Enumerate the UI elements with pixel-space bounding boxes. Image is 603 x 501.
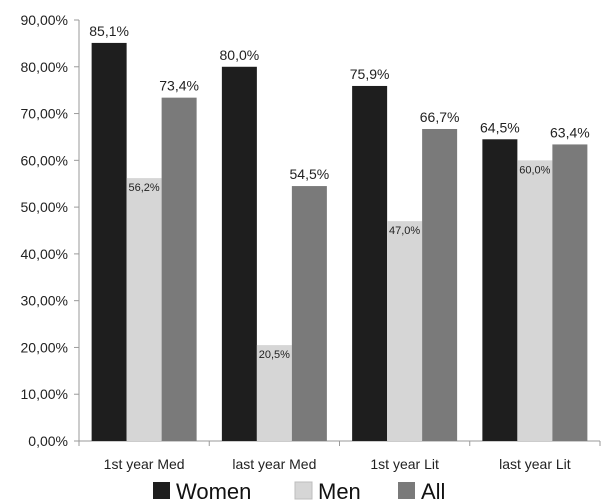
x-category-label: 1st year Lit (370, 456, 439, 472)
x-category-label: last year Med (232, 456, 316, 472)
legend-swatch (153, 482, 170, 499)
x-axis: 1st year Med last year Med 1st year Lit las… (78, 440, 601, 472)
legend-label: Men (318, 479, 361, 501)
bar-all (291, 186, 327, 441)
data-label-all: 54,5% (290, 166, 330, 182)
data-label-men: 47,0% (389, 225, 420, 237)
legend-item-women: Women (153, 479, 251, 501)
x-category-label: last year Lit (499, 456, 571, 472)
bar-all (161, 97, 197, 441)
data-label-women: 85,1% (89, 23, 129, 39)
bar-women (91, 42, 127, 441)
bar-labels: 85,1% 56,2% 73,4% 80,0% 20,5% 54,5% 75,9% 47,0%… (89, 23, 589, 361)
bar-women (352, 85, 388, 441)
data-label-women: 80,0% (220, 47, 260, 63)
legend-label: Women (176, 479, 251, 501)
bar-men (517, 160, 553, 442)
bar-women (482, 139, 518, 442)
bar-women (221, 66, 257, 442)
data-label-men: 60,0% (519, 164, 550, 176)
y-tick-label: 50,00% (21, 199, 68, 215)
bar-men (256, 345, 292, 441)
y-tick-label: 70,00% (21, 106, 68, 122)
legend-item-all: All (398, 479, 445, 501)
data-label-women: 75,9% (350, 66, 390, 82)
y-tick-label: 30,00% (21, 293, 68, 309)
bar-men (387, 221, 423, 441)
legend-item-men: Men (294, 479, 361, 501)
legend-swatch (398, 482, 415, 499)
y-tick-label: 90,00% (21, 12, 68, 28)
data-label-all: 73,4% (159, 78, 199, 94)
data-label-all: 63,4% (550, 124, 590, 140)
data-label-men: 56,2% (129, 182, 160, 194)
y-tick-label: 0,00% (28, 433, 68, 449)
legend-swatch (294, 481, 313, 500)
y-tick-label: 60,00% (21, 152, 68, 168)
data-label-all: 66,7% (420, 109, 460, 125)
bar-men (126, 178, 162, 441)
bars (91, 42, 588, 442)
bar-all (422, 128, 458, 441)
bar-all (552, 144, 588, 441)
data-label-women: 64,5% (480, 119, 520, 135)
x-category-label: 1st year Med (104, 456, 185, 472)
legend-label: All (421, 479, 445, 501)
data-label-men: 20,5% (259, 349, 290, 361)
y-axis: 0,00% 10,00% 20,00% 30,00% 40,00% 50,00% 60,00… (21, 12, 80, 449)
legend: Women Men All (153, 479, 445, 501)
y-tick-label: 20,00% (21, 339, 68, 355)
y-tick-label: 80,00% (21, 59, 68, 75)
y-tick-label: 10,00% (21, 386, 68, 402)
y-tick-label: 40,00% (21, 246, 68, 262)
